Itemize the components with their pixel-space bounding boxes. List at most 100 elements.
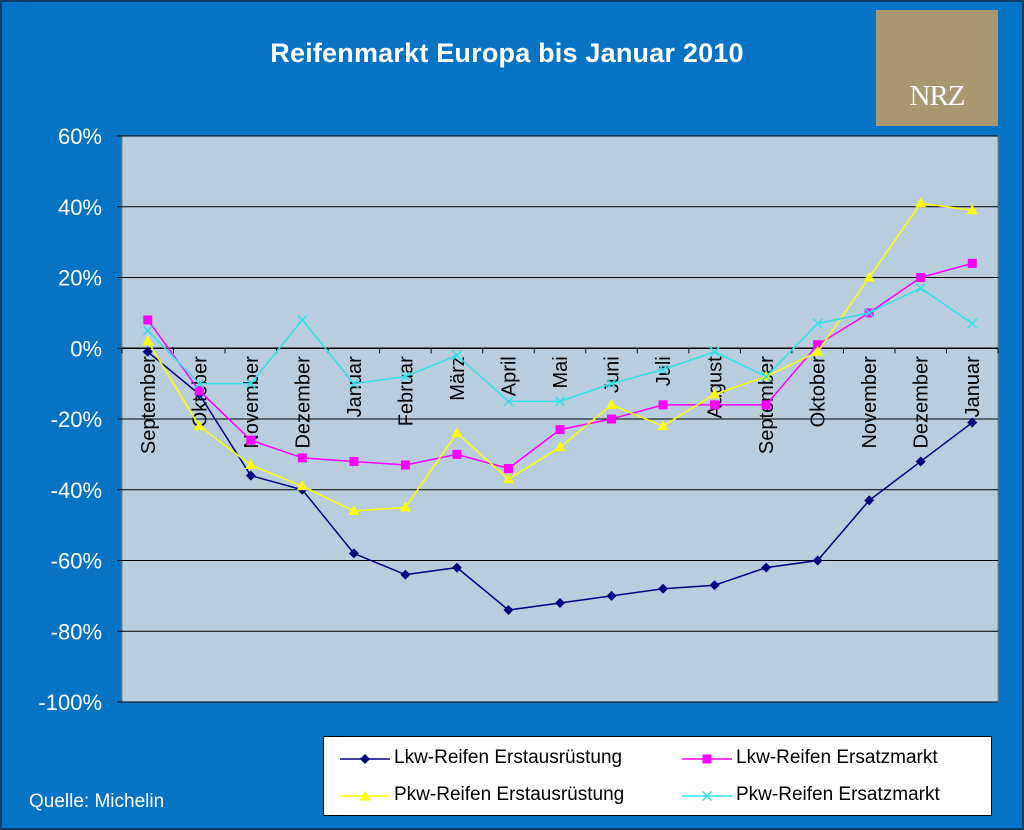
data-point-x [915, 283, 926, 294]
data-point-square [916, 273, 926, 282]
data-point-square [967, 258, 977, 268]
data-point-triangle [966, 204, 978, 215]
data-point-triangle [142, 335, 154, 346]
data-point-x-stroke [142, 325, 153, 336]
data-point-square [761, 400, 771, 410]
x-tick-label: Juni [602, 356, 624, 393]
legend-item-lkw-erstausruestung: Lkw-Reifen Erstausrüstung [334, 744, 654, 774]
data-point-x [348, 378, 359, 389]
data-point-square [452, 449, 462, 459]
y-tick-label: 0% [70, 336, 102, 361]
source-note: Quelle: Michelin [29, 791, 165, 812]
legend-item-pkw-erstausruestung: Pkw-Reifen Erstausrüstung [334, 781, 654, 811]
data-point-diamond [967, 417, 978, 428]
data-point-diamond [245, 470, 256, 481]
data-point-x-stroke [967, 318, 978, 329]
data-point-diamond [658, 583, 669, 594]
data-point-x [761, 371, 772, 382]
data-point-x-stroke [709, 346, 720, 357]
legend-marker-triangle [340, 790, 390, 801]
x-tick-label: Dezember [911, 356, 933, 449]
data-point-square [143, 315, 153, 325]
data-point-x [606, 378, 617, 389]
y-tick-label: 20% [58, 266, 102, 291]
legend-label: Pkw-Reifen Erstausrüstung [394, 784, 625, 805]
data-point-x-stroke [915, 283, 926, 294]
data-point-square [813, 340, 823, 350]
x-tick-label: Februar [395, 356, 417, 426]
legend-marker-square [682, 754, 732, 764]
data-point-square [400, 460, 410, 470]
data-point-diamond [451, 562, 462, 573]
data-point-triangle [193, 420, 205, 431]
data-point-diamond [606, 590, 617, 601]
data-point-x-stroke [245, 378, 256, 389]
chart-legend: Lkw-Reifen Erstausrüstung Lkw-Reifen Ers… [323, 736, 992, 816]
data-point-x [400, 371, 411, 382]
y-tick-label: -60% [51, 549, 102, 574]
data-point-x-stroke [864, 307, 875, 318]
data-point-x-stroke [658, 364, 669, 375]
data-point-triangle [915, 197, 927, 208]
data-point-triangle [348, 504, 360, 515]
legend-label: Lkw-Reifen Ersatzmarkt [736, 747, 938, 768]
y-tick-label: -40% [51, 478, 102, 503]
data-point-x [658, 364, 669, 375]
data-point-triangle [296, 480, 308, 491]
data-point-diamond [915, 456, 926, 467]
data-point-x-stroke [451, 350, 462, 361]
data-point-square [349, 456, 359, 466]
data-point-x-stroke [194, 378, 205, 389]
data-point-diamond [761, 562, 772, 573]
data-point-square [658, 400, 668, 410]
x-tick-label: März [447, 356, 469, 400]
data-point-diamond [555, 597, 565, 608]
data-point-triangle [451, 427, 463, 438]
x-tick-label: Januar [962, 356, 984, 417]
data-point-x-stroke [554, 396, 566, 407]
legend-marker-x [682, 790, 732, 802]
data-point-diamond [864, 495, 875, 506]
legend-item-lkw-ersatzmarkt: Lkw-Reifen Ersatzmarkt [676, 744, 986, 774]
x-tick-label: Dezember [292, 356, 314, 449]
x-tick-label: April [498, 356, 520, 396]
data-point-x [554, 396, 566, 407]
data-point-x-stroke [761, 371, 772, 382]
data-point-x-stroke [348, 378, 359, 389]
data-point-triangle [606, 398, 618, 409]
y-tick-label: 40% [58, 195, 102, 220]
data-point-diamond [400, 569, 411, 580]
data-point-x [451, 350, 462, 361]
data-point-x [864, 307, 875, 318]
data-point-diamond [142, 346, 153, 357]
data-point-x [812, 318, 823, 329]
data-point-triangle [812, 345, 824, 356]
legend-item-pkw-ersatzmarkt: Pkw-Reifen Ersatzmarkt [676, 781, 986, 811]
data-point-x [967, 318, 978, 329]
data-point-square [503, 464, 513, 474]
data-point-diamond [709, 580, 720, 591]
data-point-triangle [554, 441, 566, 452]
data-point-x-stroke [297, 314, 308, 325]
data-point-x-stroke [606, 378, 617, 389]
data-point-square [607, 414, 617, 424]
data-point-triangle [657, 420, 669, 431]
data-point-x [503, 396, 514, 407]
data-point-triangle [863, 271, 875, 282]
legend-label: Pkw-Reifen Ersatzmarkt [736, 784, 940, 805]
chart-title: Reifenmarkt Europa bis Januar 2010 [270, 38, 744, 68]
x-tick-label: November [859, 356, 881, 449]
y-tick-label: -20% [51, 407, 102, 432]
y-tick-label: 60% [58, 124, 102, 149]
y-tick-label: -80% [51, 619, 102, 644]
data-point-diamond [348, 548, 359, 559]
data-point-triangle [245, 458, 257, 469]
data-point-x [709, 346, 720, 357]
data-point-x [142, 325, 153, 336]
data-point-x [297, 314, 308, 325]
data-point-x [194, 378, 205, 389]
data-point-square [194, 386, 204, 396]
data-point-square [710, 400, 720, 410]
